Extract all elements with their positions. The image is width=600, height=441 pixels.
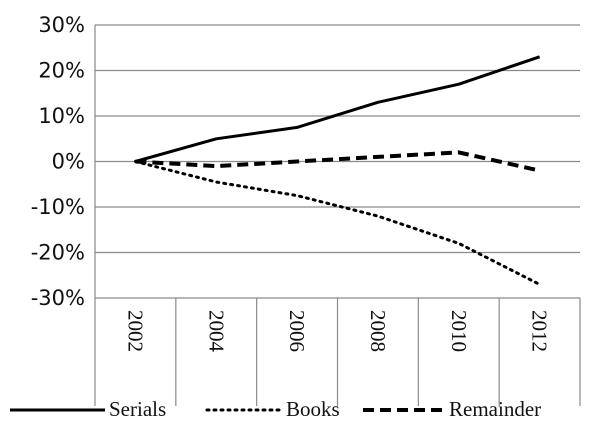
y-tick-label: -30% [31,286,85,310]
series-lines [133,55,542,286]
x-tick-label: 2006 [285,310,309,352]
legend-label-books: Books [286,397,340,421]
y-tick-label: -20% [31,241,85,265]
x-tick-label: 2008 [366,310,390,352]
x-tick-label: 2004 [204,310,228,353]
x-tick-label: 2012 [528,310,552,352]
x-tick-label: 2010 [447,310,471,352]
y-tick-label: 30% [38,13,85,37]
x-tick-label: 2002 [123,310,147,352]
series-line-serials [134,55,541,163]
legend-label-remainder: Remainder [449,397,541,421]
y-tick-label: 10% [38,104,85,128]
legend: Serials Books Remainder [10,397,541,421]
y-tick-label: 0% [52,150,85,174]
y-tick-labels: 30% 20% 10% 0% -10% -20% -30% [31,13,85,310]
axes [94,25,581,406]
series-line-books [133,160,542,286]
y-tick-label: 20% [38,59,85,83]
y-tick-label: -10% [31,195,85,219]
x-tick-labels: 2002 2004 2006 2008 2010 2012 [123,310,551,353]
gridlines [95,24,580,299]
legend-label-serials: Serials [109,397,166,421]
